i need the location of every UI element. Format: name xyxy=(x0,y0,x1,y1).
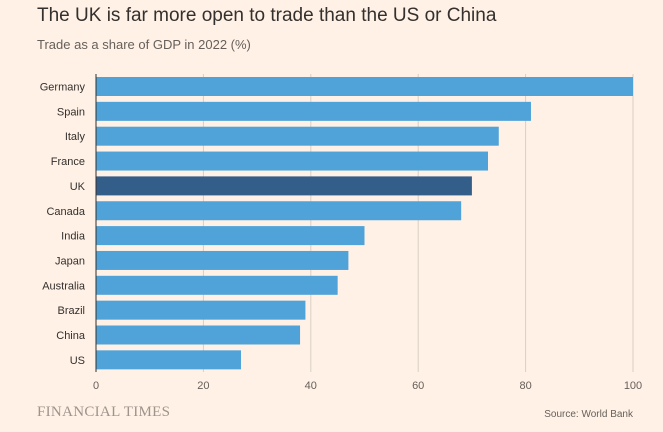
source-note: Source: World Bank xyxy=(544,409,633,420)
category-label: China xyxy=(56,330,86,342)
bar-france xyxy=(96,151,489,171)
bar-china xyxy=(96,325,301,345)
bar-australia xyxy=(96,275,338,295)
chart-subtitle: Trade as a share of GDP in 2022 (%) xyxy=(37,37,251,52)
category-label: India xyxy=(61,231,86,243)
category-label: Australia xyxy=(42,280,86,292)
category-label: Canada xyxy=(46,206,85,218)
category-label: US xyxy=(70,355,85,367)
bar-germany xyxy=(96,77,633,96)
category-label: Brazil xyxy=(57,305,85,317)
category-label: France xyxy=(51,156,85,168)
category-label: Germany xyxy=(40,82,86,94)
x-tick-label: 0 xyxy=(93,380,99,392)
x-tick-label: 20 xyxy=(197,380,209,392)
bar-japan xyxy=(96,250,349,270)
bar-canada xyxy=(96,201,462,221)
chart-title: The UK is far more open to trade than th… xyxy=(37,5,497,26)
x-tick-label: 100 xyxy=(624,380,642,392)
x-tick-label: 60 xyxy=(412,380,424,392)
category-label: Japan xyxy=(55,255,85,267)
bar-spain xyxy=(96,101,531,121)
category-label: UK xyxy=(70,181,86,193)
x-tick-label: 80 xyxy=(519,380,531,392)
bar-india xyxy=(96,226,365,246)
bar-uk xyxy=(96,176,472,196)
bar-italy xyxy=(96,126,499,146)
bar-us xyxy=(96,350,241,370)
category-label: Italy xyxy=(65,131,86,143)
category-label: Spain xyxy=(57,106,85,118)
x-tick-label: 40 xyxy=(305,380,317,392)
bar-brazil xyxy=(96,300,306,320)
ft-logo: FINANCIAL TIMES xyxy=(37,404,171,420)
